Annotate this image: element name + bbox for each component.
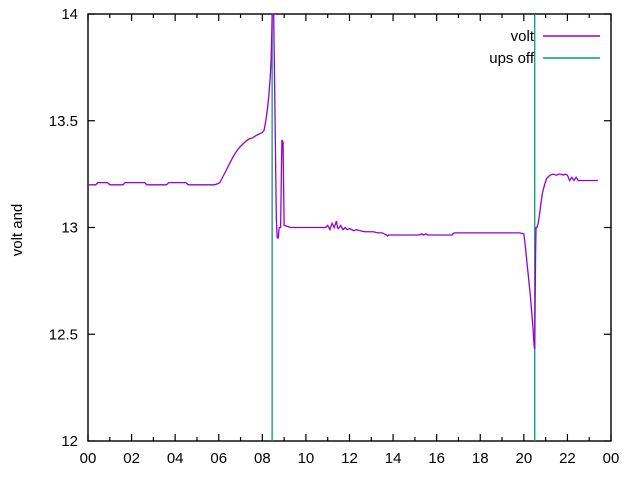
y-tick-label: 13 <box>61 220 78 237</box>
x-tick-label: 16 <box>428 450 445 467</box>
x-tick-label: 20 <box>515 450 532 467</box>
ups-off-event-lines <box>271 14 536 441</box>
x-axis-ticks <box>87 14 612 441</box>
x-tick-label: 06 <box>210 450 227 467</box>
x-tick-label: 22 <box>559 450 576 467</box>
y-tick-label: 14 <box>61 6 78 23</box>
x-tick-label: 00 <box>80 450 97 467</box>
x-tick-label: 08 <box>254 450 271 467</box>
x-tick-label: 10 <box>298 450 315 467</box>
y-axis-ticks <box>88 13 611 442</box>
y-tick-label: 12 <box>61 433 78 450</box>
x-tick-label: 02 <box>123 450 140 467</box>
x-tick-label: 18 <box>472 450 489 467</box>
x-axis-tick-labels: 00 02 04 06 08 10 12 14 16 18 20 22 00 <box>80 450 620 467</box>
y-axis-tick-labels: 12 12.5 13 13.5 14 <box>49 6 78 450</box>
x-tick-label: 12 <box>341 450 358 467</box>
legend-label-ups-off: ups off <box>489 50 535 67</box>
chart-legend: volt ups off <box>489 28 600 67</box>
volt-trace <box>88 13 598 350</box>
x-tick-label: 00 <box>603 450 620 467</box>
x-tick-label: 14 <box>385 450 402 467</box>
volt-series-line <box>88 13 598 350</box>
x-tick-label: 04 <box>167 450 184 467</box>
plot-frame <box>87 13 612 442</box>
y-axis-title: volt and <box>9 204 26 257</box>
y-tick-label: 12.5 <box>49 326 78 343</box>
y-tick-label: 13.5 <box>49 113 78 130</box>
legend-label-volt: volt <box>511 28 535 45</box>
